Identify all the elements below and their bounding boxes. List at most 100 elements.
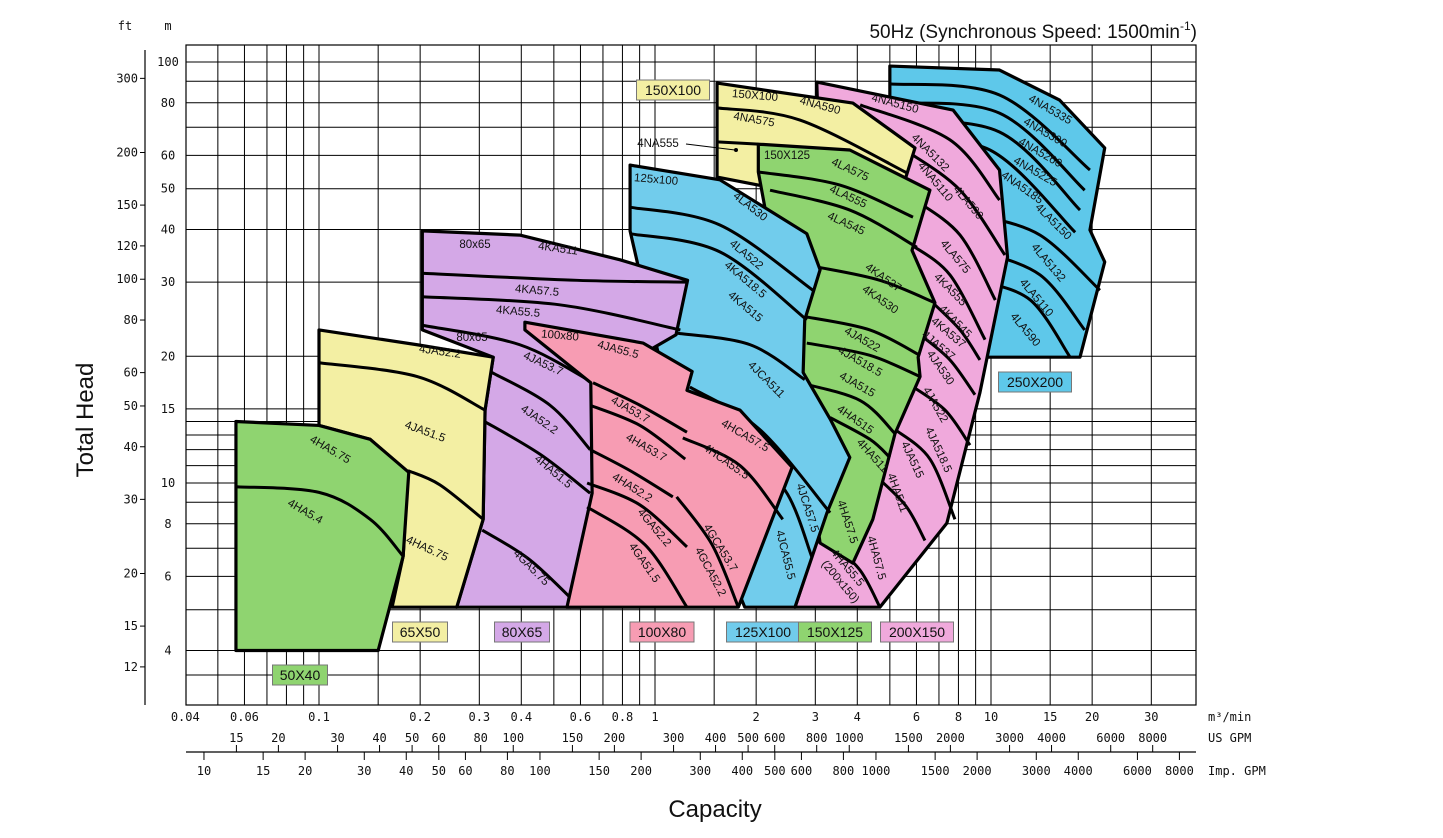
m3min-tick-label: 0.04	[171, 710, 200, 724]
usgpm-tick-label: 150	[562, 731, 584, 745]
impgpm-tick-label: 150	[588, 764, 610, 778]
usgpm-tick-label: 4000	[1037, 731, 1066, 745]
usgpm-tick-label: 15	[229, 731, 243, 745]
region-outline	[234, 419, 411, 653]
impgpm-tick-label: 30	[357, 764, 371, 778]
m3min-tick-label: 0.6	[570, 710, 592, 724]
m3min-tick-label: 20	[1085, 710, 1099, 724]
impgpm-tick-label: 40	[399, 764, 413, 778]
impgpm-tick-label: 400	[731, 764, 753, 778]
pump-family-regions	[234, 64, 1107, 653]
ft-tick-label: 150	[116, 198, 138, 212]
usgpm-tick-label: 200	[604, 731, 626, 745]
model-curve-divider	[589, 448, 674, 499]
usgpm-tick-label: 500	[737, 731, 759, 745]
model-label: 80x65	[456, 332, 487, 344]
m-tick-label: 50	[161, 182, 175, 196]
family-label-text: 150X100	[645, 82, 701, 98]
usgpm-tick-label: 400	[705, 731, 727, 745]
usgpm-tick-label: 40	[372, 731, 386, 745]
m3min-tick-label: 6	[913, 710, 920, 724]
region-outline	[523, 320, 794, 609]
ft-tick-label: 15	[124, 619, 138, 633]
m-tick-label: 8	[164, 517, 171, 531]
region-100x80	[523, 320, 794, 609]
impgpm-tick-label: 2000	[963, 764, 992, 778]
model-curve-divider	[422, 271, 688, 284]
x-axis-title: Capacity	[668, 796, 761, 823]
ft-tick-label: 12	[124, 660, 138, 674]
model-curve-divider	[909, 383, 972, 447]
m-tick-label: 6	[164, 569, 171, 583]
usgpm-tick-label: 20	[271, 731, 285, 745]
ft-tick-label: 40	[124, 440, 138, 454]
model-label: 150X100	[732, 88, 779, 104]
m-tick-label: 10	[161, 476, 175, 490]
impgpm-tick-label: 800	[833, 764, 855, 778]
m3min-tick-label: 30	[1144, 710, 1158, 724]
family-label-200x150: 200X150	[880, 621, 954, 643]
leader-line	[685, 143, 736, 151]
usgpm-tick-label: 6000	[1096, 731, 1125, 745]
impgpm-tick-label: 500	[764, 764, 786, 778]
model-curve-divider	[716, 106, 908, 175]
model-label: 4NA555	[637, 138, 679, 150]
ft-tick-label: 50	[124, 399, 138, 413]
ft-tick-label: 60	[124, 366, 138, 380]
m-tick-label: 15	[161, 402, 175, 416]
impgpm-tick-label: 4000	[1064, 764, 1093, 778]
family-label-box	[272, 664, 328, 686]
model-curve-divider	[889, 82, 1091, 172]
model-curve-divider	[675, 495, 740, 608]
family-label-box	[998, 371, 1072, 393]
impgpm-tick-label: 60	[458, 764, 472, 778]
model-curve-divider	[235, 485, 405, 558]
m3min-tick-label: 3	[812, 710, 819, 724]
usgpm-tick-label: 300	[663, 731, 685, 745]
m3min-tick-label: 0.06	[230, 710, 259, 724]
m-unit-label: m	[164, 19, 171, 33]
family-label-80x65: 80X65	[494, 621, 550, 643]
model-label: 4KA57.5	[514, 283, 559, 299]
impgpm-tick-label: 200	[630, 764, 652, 778]
model-curve-divider	[816, 265, 936, 305]
usgpm-tick-label: 3000	[995, 731, 1024, 745]
m-tick-label: 4	[164, 644, 171, 658]
m3min-unit-label: m³/min	[1208, 710, 1251, 724]
ft-tick-label: 100	[116, 272, 138, 286]
model-curve-divider	[894, 428, 957, 520]
model-curve-divider	[589, 403, 687, 461]
model-label: 4JA52.2	[418, 343, 461, 361]
ft-tick-label: 20	[124, 566, 138, 580]
m3min-tick-label: 1	[651, 710, 658, 724]
model-curve-divider	[806, 341, 921, 378]
family-label-text: 200X150	[889, 624, 945, 640]
family-label-50x40: 50X40	[272, 664, 328, 686]
family-label-250x200: 250X200	[998, 371, 1072, 393]
ft-tick-label: 30	[124, 492, 138, 506]
model-curve-divider	[586, 481, 688, 549]
usgpm-tick-label: 800	[806, 731, 828, 745]
usgpm-tick-label: 2000	[936, 731, 965, 745]
impgpm-tick-label: 15	[256, 764, 270, 778]
usgpm-tick-label: 80	[473, 731, 487, 745]
impgpm-tick-label: 1500	[921, 764, 950, 778]
family-label-text: 65X50	[400, 624, 441, 640]
m3min-tick-label: 0.3	[468, 710, 490, 724]
model-curve-divider	[422, 295, 681, 332]
chart-title: 50Hz (Synchronous Speed: 1500min-1)	[869, 19, 1197, 43]
model-curve-divider	[758, 170, 914, 219]
ft-unit-label: ft	[118, 19, 132, 33]
impgpm-tick-label: 6000	[1123, 764, 1152, 778]
model-curve-divider	[407, 469, 485, 521]
family-label-box	[798, 621, 872, 643]
family-label-box	[392, 621, 448, 643]
family-label-box	[636, 79, 710, 101]
model-curve-divider	[928, 298, 982, 361]
family-label-box	[629, 621, 695, 643]
model-label: 150X125	[764, 150, 810, 162]
model-curve-divider	[716, 140, 759, 146]
model-curve-divider	[904, 148, 1007, 256]
model-curve-divider	[682, 436, 784, 521]
